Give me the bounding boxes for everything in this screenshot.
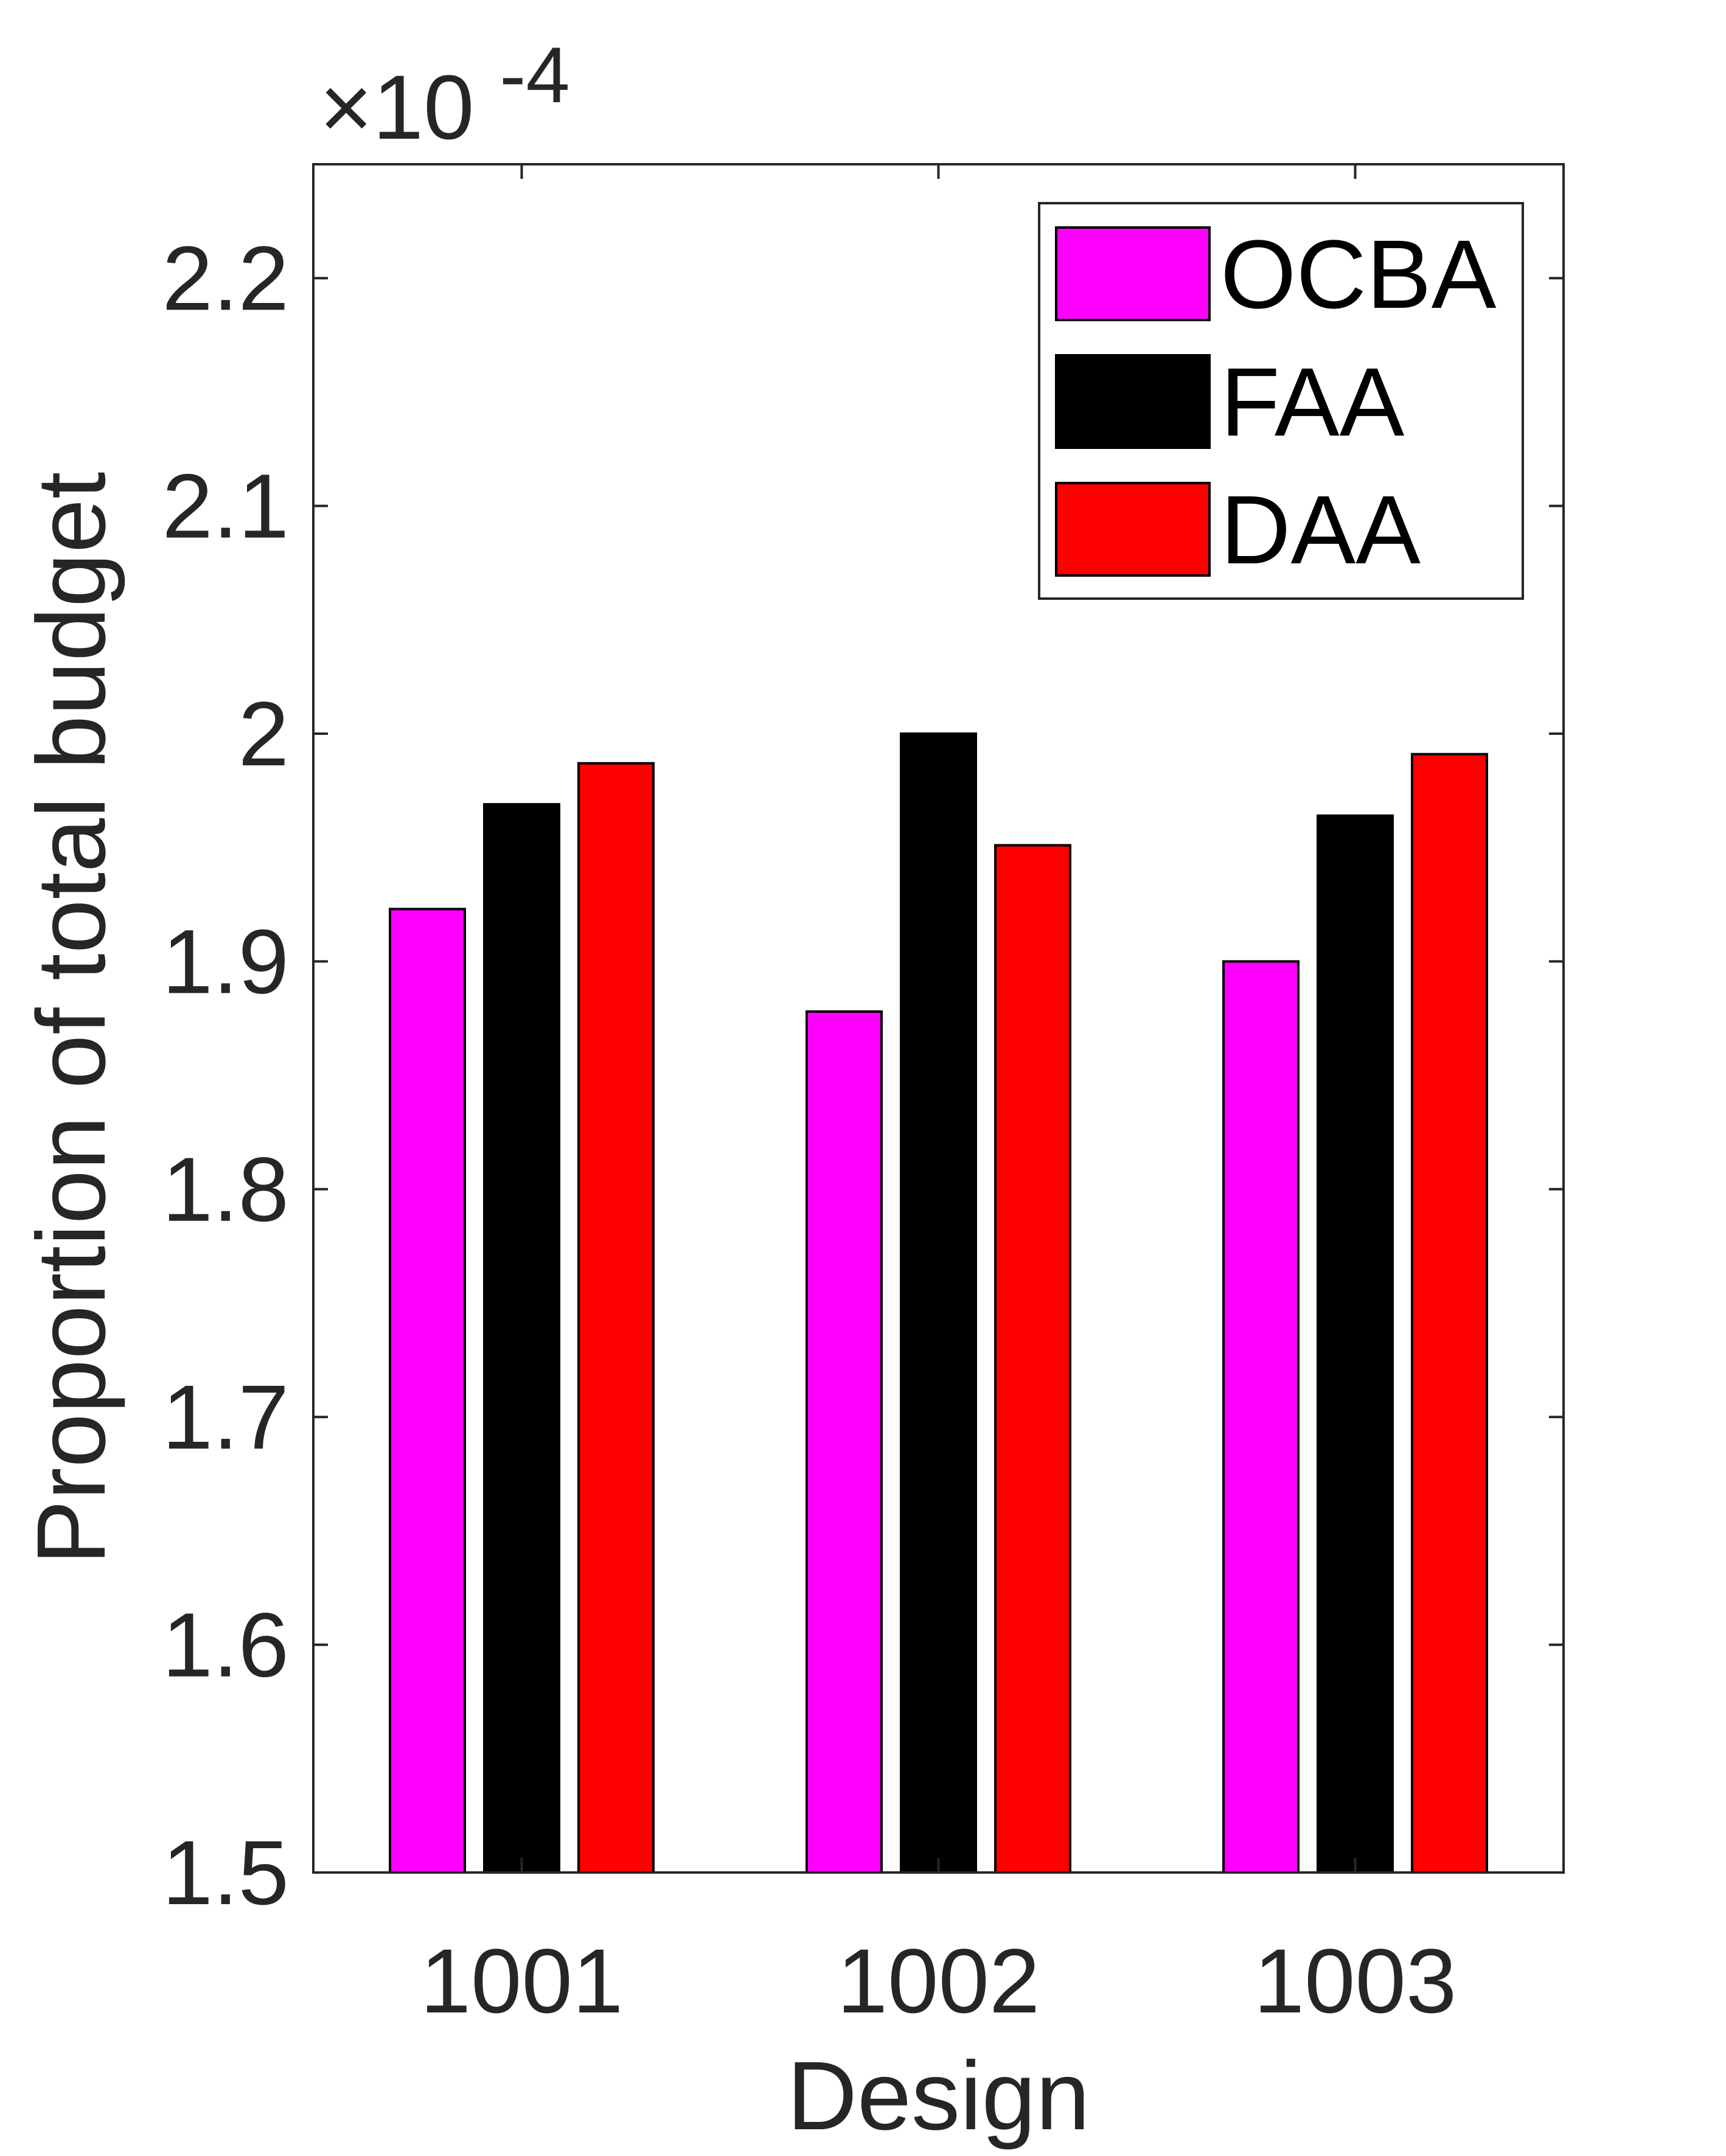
legend-label-ocba: OCBA: [1220, 220, 1497, 329]
legend: OCBA FAA DAA: [1038, 202, 1524, 600]
bar-faa-1002: [900, 732, 977, 1874]
y-tick-label: 2.1: [162, 455, 289, 557]
bar-faa-1001: [483, 803, 560, 1874]
y-exponent-power: -4: [499, 30, 570, 119]
x-tick-label: 1001: [420, 1930, 624, 2032]
bar-ocba-1001: [389, 908, 466, 1874]
x-axis-title: Design: [787, 2041, 1090, 2150]
bar-ocba-1002: [806, 1010, 883, 1874]
legend-label-daa: DAA: [1220, 475, 1421, 584]
bar-ocba-1003: [1222, 960, 1300, 1874]
y-axis-title: Proportion of total budget: [16, 472, 125, 1565]
y-tick-label: 1.7: [162, 1366, 289, 1468]
y-exponent-base: ×10: [319, 56, 474, 158]
y-tick-label: 2: [238, 683, 289, 785]
bar-daa-1001: [577, 762, 655, 1874]
y-axis: 1.5 1.6 1.7 1.8 1.9 2 2.1 2.2: [162, 227, 1564, 1924]
legend-label-faa: FAA: [1220, 347, 1405, 456]
bar-daa-1003: [1411, 753, 1488, 1874]
y-axis-exponent: ×10 -4: [319, 30, 570, 158]
bars-group: [389, 732, 1488, 1874]
legend-swatch-faa: [1055, 354, 1211, 449]
bar-daa-1002: [994, 844, 1071, 1874]
y-tick-label: 1.8: [162, 1138, 289, 1240]
y-tick-label: 2.2: [162, 227, 289, 329]
legend-swatch-ocba: [1055, 226, 1211, 321]
x-axis: 1001 1002 1003: [420, 164, 1457, 2032]
y-tick-label: 1.5: [162, 1821, 289, 1924]
x-tick-label: 1002: [837, 1930, 1040, 2032]
bar-faa-1003: [1317, 814, 1394, 1874]
x-tick-label: 1003: [1254, 1930, 1457, 2032]
y-tick-label: 1.9: [162, 910, 289, 1012]
legend-swatch-daa: [1055, 482, 1211, 577]
y-tick-label: 1.6: [162, 1594, 289, 1696]
